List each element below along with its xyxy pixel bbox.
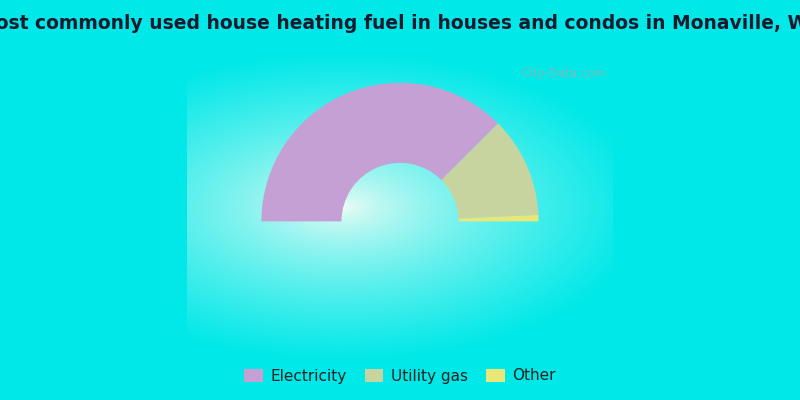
- Wedge shape: [458, 215, 538, 222]
- Text: Most commonly used house heating fuel in houses and condos in Monaville, WV: Most commonly used house heating fuel in…: [0, 14, 800, 33]
- Text: City-Data.com: City-Data.com: [522, 67, 606, 80]
- Wedge shape: [442, 123, 538, 219]
- Legend: Electricity, Utility gas, Other: Electricity, Utility gas, Other: [238, 362, 562, 390]
- Wedge shape: [262, 83, 498, 222]
